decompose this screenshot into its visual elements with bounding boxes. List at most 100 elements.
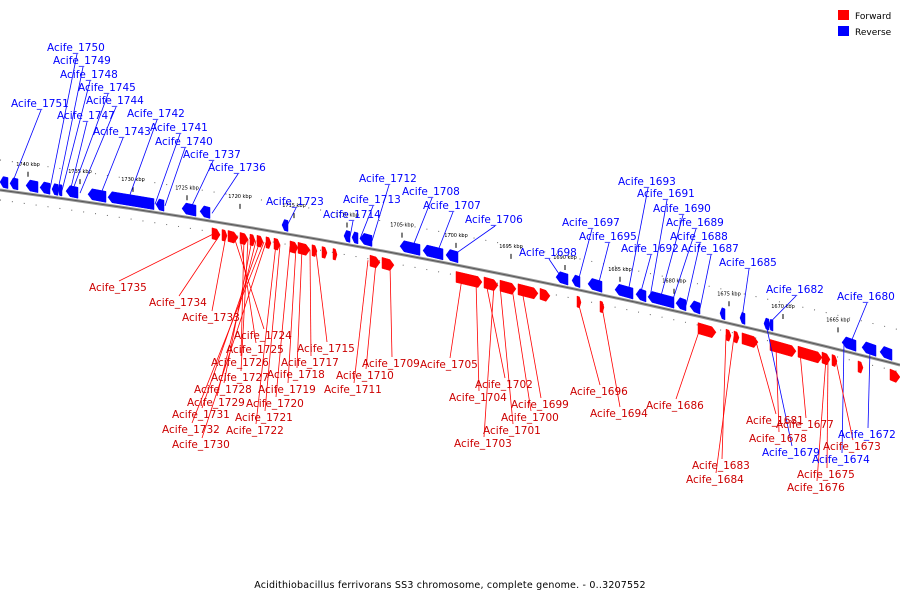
forward-gene-arrow — [697, 322, 717, 339]
gene-label: Acife_1679 — [762, 447, 820, 459]
gene-label: Acife_1681 — [746, 415, 804, 427]
leader-line — [411, 197, 433, 249]
legend-label-reverse: Reverse — [855, 28, 892, 38]
tick-label: 1685 kbp — [608, 267, 632, 273]
leader-line — [867, 349, 871, 429]
leader-line — [286, 207, 297, 227]
reverse-guide — [0, 159, 900, 331]
leader-line — [233, 236, 265, 330]
leader-line — [548, 258, 563, 279]
gene-label: Acife_1695 — [579, 231, 637, 243]
leader-line — [685, 242, 701, 306]
gene-label: Acife_1676 — [787, 482, 845, 494]
leader-line — [255, 243, 277, 425]
gene-label: Acife_1701 — [483, 425, 541, 437]
forward-gene-arrow — [265, 236, 272, 249]
gene-label: Acife_1721 — [235, 412, 293, 424]
gene-label: Acife_1744 — [86, 95, 144, 107]
reverse-gene-arrow — [675, 297, 687, 312]
gene-label: Acife_1688 — [670, 231, 728, 243]
leader-line — [835, 360, 854, 441]
leader-line — [499, 285, 514, 425]
gene-label: Acife_1691 — [637, 188, 695, 200]
forward-gene-arrow — [332, 248, 338, 261]
forward-gene-arrow — [483, 276, 499, 292]
gene-label: Acife_1707 — [423, 200, 481, 212]
leader-line — [201, 242, 267, 439]
tick-label: 1710 kbp — [335, 212, 359, 218]
reverse-gene-arrow — [399, 240, 421, 256]
gene-label: Acife_1749 — [53, 55, 111, 67]
leader-line — [69, 121, 88, 192]
legend: Forward Reverse — [838, 10, 892, 38]
forward-gene-arrow — [725, 328, 732, 342]
leader-line — [755, 341, 777, 415]
gene-label: Acife_1731 — [172, 409, 230, 421]
reverse-gene-arrow — [587, 278, 603, 293]
forward-gene-arrow — [321, 246, 328, 259]
gene-label: Acife_1675 — [797, 469, 855, 481]
forward-gene-arrow — [797, 345, 823, 364]
leader-line — [816, 358, 827, 482]
gene-label: Acife_1677 — [776, 419, 834, 431]
forward-gene-arrow — [221, 229, 228, 242]
reverse-gene-arrow — [351, 231, 359, 245]
gene-label: Acife_1704 — [449, 392, 507, 404]
gene-label: Acife_1708 — [402, 186, 460, 198]
reverse-gene-arrow — [861, 341, 877, 357]
backbone — [0, 188, 900, 367]
tick-label: 1675 kbp — [717, 291, 741, 297]
leader-line — [371, 184, 390, 242]
tick-label: 1715 kbp — [282, 203, 306, 209]
reverse-gene-arrow — [155, 198, 165, 212]
leader-line — [436, 211, 454, 254]
leader-line — [287, 247, 297, 384]
gene-label: Acife_1751 — [11, 98, 69, 110]
reverse-gene-arrow — [199, 205, 211, 219]
gene-label: Acife_1672 — [838, 429, 896, 441]
forward-gene-arrow — [769, 339, 797, 357]
forward-gene-arrow — [289, 240, 299, 254]
forward-gene-arrow — [517, 283, 539, 300]
reverse-gene-arrow — [87, 188, 107, 203]
gene-label: Acife_1698 — [519, 247, 577, 259]
gene-label: Acife_1699 — [511, 399, 569, 411]
gene-label: Acife_1724 — [234, 330, 292, 342]
reverse-gene-arrow — [107, 191, 155, 210]
gene-label: Acife_1673 — [823, 441, 881, 453]
leader-line — [475, 280, 480, 392]
legend-swatch-reverse — [838, 26, 849, 36]
gene-label: Acife_1713 — [343, 194, 401, 206]
gene-label: Acife_1674 — [812, 454, 870, 466]
reverse-gene-arrow — [635, 288, 647, 303]
leader-line — [99, 137, 124, 197]
gene-label: Acife_1719 — [258, 384, 316, 396]
tick-label: 1695 kbp — [499, 244, 523, 250]
leader-line — [315, 250, 328, 343]
gene-label: Acife_1730 — [172, 439, 230, 451]
reverse-gene-arrow — [39, 181, 51, 195]
leader-line — [57, 66, 84, 191]
gene-label: Acife_1706 — [465, 214, 523, 226]
leader-line — [521, 290, 542, 399]
leader-line — [483, 284, 495, 438]
forward-gene-arrow — [499, 279, 517, 295]
forward-guide — [0, 199, 900, 373]
leader-line — [296, 248, 303, 369]
gene-label: Acife_1717 — [281, 357, 339, 369]
leader-line — [741, 268, 750, 319]
gene-label: Acife_1700 — [501, 412, 559, 424]
reverse-gene-arrow — [343, 230, 351, 243]
tick-label: 1705 kbp — [390, 223, 414, 229]
gene-label: Acife_1702 — [475, 379, 533, 391]
forward-gene-arrow — [227, 230, 239, 244]
leader-line — [264, 244, 281, 412]
gene-label: Acife_1718 — [267, 369, 325, 381]
legend-label-forward: Forward — [855, 12, 891, 22]
gene-label: Acife_1685 — [719, 257, 777, 269]
reverse-gene-arrow — [647, 291, 675, 309]
gene-label: Acife_1732 — [162, 424, 220, 436]
gene-label: Acife_1687 — [681, 243, 739, 255]
leader-line — [154, 133, 181, 205]
